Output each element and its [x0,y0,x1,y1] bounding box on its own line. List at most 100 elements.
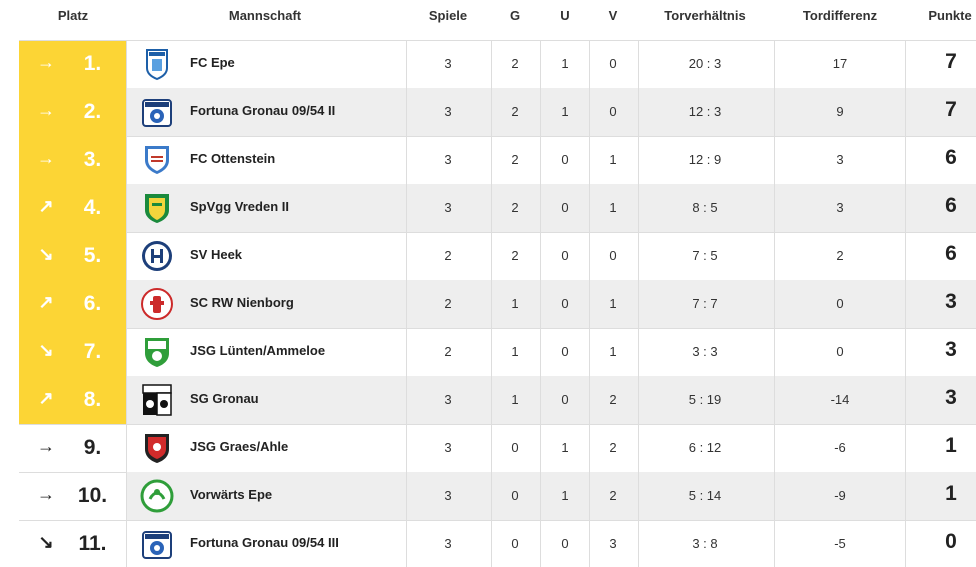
table-row[interactable]: ↗ 4. SpVgg Vreden II 3 2 0 1 8 : 5 3 6 [0,184,976,232]
team-name-link[interactable]: FC Epe [190,55,235,70]
rank-number: 8. [83,388,102,411]
team-name-link[interactable]: SG Gronau [190,391,259,406]
row-background [126,376,976,424]
cell-diff: 3 [836,200,844,215]
table-row[interactable]: → 3. FC Ottenstein 3 2 0 1 12 : 9 3 6 [0,136,976,184]
cell-diff: -9 [834,488,846,503]
rank-number: 4. [83,196,102,219]
cell-g: 0 [511,488,519,503]
column-header-v[interactable]: V [608,8,618,23]
cell-tore: 7 : 7 [692,296,718,311]
row-background [126,472,976,520]
column-header-mannschaft[interactable]: Mannschaft [228,8,302,23]
cell-diff: -6 [834,440,846,455]
row-background [126,88,976,136]
rank-cell: → 1. [19,40,126,88]
column-header-spiele[interactable]: Spiele [428,8,468,23]
team-name-link[interactable]: JSG Lünten/Ammeloe [190,343,326,358]
cell-v: 1 [609,152,617,167]
cell-punkte: 6 [945,242,957,265]
rank-number: 1. [83,52,102,75]
rank-cell: → 3. [19,136,126,184]
team-name-link[interactable]: SpVgg Vreden II [190,199,289,214]
table-row[interactable]: ↗ 8. SG Gronau 3 1 0 2 5 : 19 -14 3 [0,376,976,424]
cell-tore: 6 : 12 [688,440,722,455]
cell-u: 0 [561,152,569,167]
cell-g: 2 [511,200,519,215]
row-divider [19,136,976,137]
fc-epe-crest-icon [140,47,174,81]
team-name-link[interactable]: FC Ottenstein [190,151,276,166]
rank-number: 9. [83,436,102,459]
cell-v: 1 [609,296,617,311]
team-name-link[interactable]: Vorwärts Epe [190,487,273,502]
rank-number: 7. [83,340,102,363]
table-row[interactable]: ↘ 7. JSG Lünten/Ammeloe 2 1 0 1 3 : 3 0 3 [0,328,976,376]
cell-u: 0 [561,248,569,263]
rank-cell: ↘ 7. [19,328,126,376]
fortuna-gronau-crest-icon [140,95,174,129]
rank-cell: ↘ 11. [19,520,126,567]
cell-g: 2 [511,152,519,167]
cell-diff: 2 [836,248,844,263]
cell-spiele: 2 [444,296,452,311]
sv-heek-crest-icon [140,239,174,273]
column-header-punkte[interactable]: Punkte [928,8,972,23]
rank-cell: → 10. [19,472,126,520]
column-header-torverhaeltnis[interactable]: Torverhältnis [664,8,746,23]
row-divider [19,520,976,521]
cell-punkte: 7 [945,98,957,121]
cell-u: 1 [561,440,569,455]
cell-punkte: 0 [945,530,957,553]
row-divider [19,328,976,329]
table-row[interactable]: → 1. FC Epe 3 2 1 0 20 : 3 17 7 [0,40,976,88]
cell-spiele: 3 [444,536,452,551]
column-divider [406,40,407,567]
jsg-luenten-crest-icon [140,335,174,369]
table-row[interactable]: → 10. Vorwärts Epe 3 0 1 2 5 : 14 -9 1 [0,472,976,520]
cell-diff: 0 [836,344,844,359]
cell-v: 2 [609,440,617,455]
cell-u: 0 [561,296,569,311]
cell-v: 0 [609,248,617,263]
rank-number: 2. [83,100,102,123]
rank-cell: → 9. [19,424,126,472]
cell-u: 1 [561,56,569,71]
cell-spiele: 2 [444,344,452,359]
column-header-g[interactable]: G [509,8,521,23]
table-row[interactable]: ↘ 5. SV Heek 2 2 0 0 7 : 5 2 6 [0,232,976,280]
team-name-link[interactable]: SV Heek [190,247,243,262]
cell-diff: 17 [832,56,848,71]
team-name-link[interactable]: JSG Graes/Ahle [190,439,289,454]
column-header-platz[interactable]: Platz [57,8,89,23]
cell-diff: 0 [836,296,844,311]
row-divider [19,40,976,41]
table-row[interactable]: → 9. JSG Graes/Ahle 3 0 1 2 6 : 12 -6 1 [0,424,976,472]
trend-arrow-icon: → [37,484,55,504]
team-name-link[interactable]: SC RW Nienborg [190,295,294,310]
rank-cell: ↘ 5. [19,232,126,280]
rank-cell: ↗ 6. [19,280,126,328]
table-row[interactable]: → 2. Fortuna Gronau 09/54 II 3 2 1 0 12 : 3 9 7 [0,88,976,136]
spvgg-vreden-crest-icon [140,191,174,225]
trend-arrow-icon: ↘ [38,244,54,264]
team-name-link[interactable]: Fortuna Gronau 09/54 III [190,535,339,550]
rank-number: 11. [78,532,107,555]
rank-cell: → 2. [19,88,126,136]
cell-u: 0 [561,344,569,359]
column-divider [774,40,775,567]
column-header-tordifferenz[interactable]: Tordifferenz [802,8,878,23]
cell-tore: 12 : 3 [688,104,722,119]
trend-arrow-icon: ↗ [38,388,54,408]
cell-tore: 20 : 3 [688,56,722,71]
sc-rw-nienborg-crest-icon [140,287,174,321]
column-divider [589,40,590,567]
cell-tore: 5 : 14 [688,488,722,503]
cell-punkte: 3 [945,338,957,361]
table-row[interactable]: ↗ 6. SC RW Nienborg 2 1 0 1 7 : 7 0 3 [0,280,976,328]
column-header-u[interactable]: U [560,8,570,23]
cell-g: 1 [511,344,519,359]
cell-g: 2 [511,104,519,119]
table-row[interactable]: ↘ 11. Fortuna Gronau 09/54 III 3 0 0 3 3 : 8 -5 0 [0,520,976,567]
team-name-link[interactable]: Fortuna Gronau 09/54 II [190,103,336,118]
